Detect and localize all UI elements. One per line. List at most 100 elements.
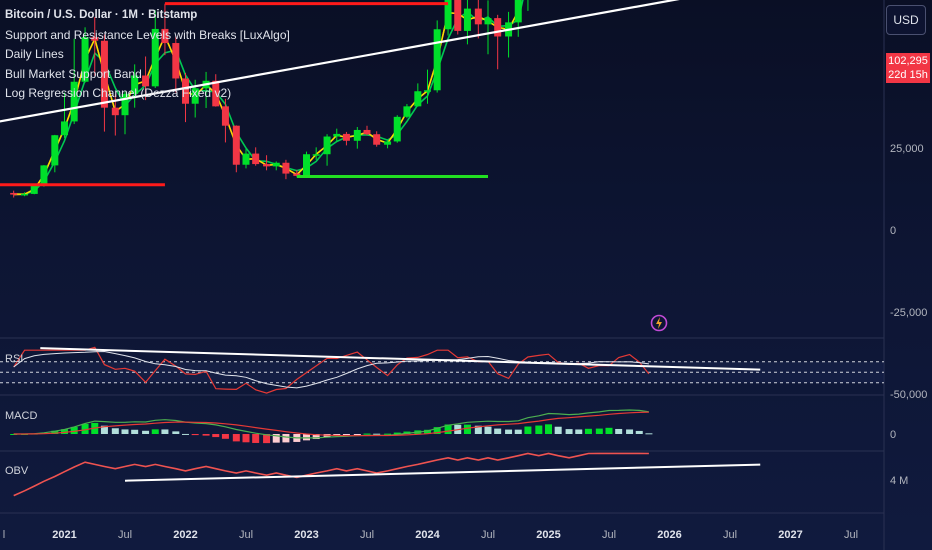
candle-body [10,192,18,195]
candle-body [363,129,371,135]
obv-label[interactable]: OBV [5,465,29,477]
obv-pane [13,452,761,497]
candle-body [393,116,401,142]
candle [393,115,401,143]
candle-body [272,162,280,167]
indicator-log-regression[interactable]: Log Regression Channel (Dezza Fixed v2) [5,86,232,100]
candle-body [40,165,48,185]
candle-body [191,88,199,104]
candle-body [333,133,341,137]
obv-axis-label: 4 M [890,475,908,487]
candle [232,125,240,173]
macd-histogram-bar [212,434,220,438]
candle [463,0,471,45]
macd-histogram-bar [191,434,199,436]
rsi-pane [0,346,884,394]
symbol-title[interactable]: Bitcoin / U.S. Dollar · 1M · Bitstamp [5,9,198,21]
price-tick-label: 25,000 [890,143,924,155]
candle [182,72,189,123]
macd-histogram-bar [221,434,229,439]
macd-histogram-bar [444,424,452,434]
macd-label[interactable]: MACD [5,410,38,422]
macd-histogram-bar [51,430,59,434]
candle [282,159,290,180]
time-tick-label: Jul [844,529,858,541]
macd-histogram-bar [535,425,543,434]
candle [252,147,260,166]
indicator-daily-lines[interactable]: Daily Lines [5,47,64,61]
candle-body [342,133,350,141]
macd-histogram-bar [161,429,169,434]
candle [424,69,431,104]
candle-body [282,162,290,174]
candle [221,98,229,143]
macd-histogram-bar [10,434,18,435]
candle-body [454,0,462,31]
candle [342,131,350,146]
macd-histogram-bar [384,433,392,435]
candle-body [242,153,250,165]
macd-histogram-bar [463,424,471,434]
macd-histogram-bar [373,433,381,435]
candle-body [161,28,169,44]
alert-bolt-icon[interactable] [650,314,668,332]
candle [505,11,513,58]
price-tick-label: -50,000 [890,389,927,401]
candle [91,17,99,76]
candle-body [70,81,78,122]
candle [514,0,522,37]
macd-histogram-bar [363,433,371,435]
candle-body [424,90,431,92]
ma-line-green [13,0,524,196]
indicator-bull-market-band[interactable]: Bull Market Support Band [5,66,142,81]
candle-body [303,154,310,176]
macd-histogram-bar [615,428,623,434]
candle [484,0,492,55]
macd-histogram-bar [202,434,210,436]
candle [21,192,29,197]
candle-body [131,75,139,94]
candle [263,155,271,171]
macd-histogram-bar [524,426,532,434]
time-tick-label: 2026 [657,529,681,541]
candle [100,34,108,132]
macd-histogram-bar [353,434,361,435]
candle [51,134,59,173]
macd-histogram-bar [545,424,552,434]
macd-histogram-bar [303,434,310,441]
macd-histogram-bar [393,432,401,434]
macd-histogram-bar [514,429,522,434]
candle [40,165,48,187]
currency-button[interactable]: USD [886,5,926,35]
macd-histogram-bar [151,429,159,434]
rsi-label[interactable]: RSI [5,353,24,365]
macd-histogram-bar [505,429,513,434]
macd-histogram-bar [554,426,562,434]
candle-body [30,184,38,194]
indicator-sr-levels[interactable]: Support and Resistance Levels with Break… [5,27,290,42]
macd-histogram-bar [575,429,583,434]
candle [454,0,462,35]
candle-body [212,80,220,107]
candle [151,10,159,88]
rsi-trendline [40,347,761,371]
current-price-badge: 102,295 22d 15h [886,53,930,83]
macd-histogram-bar [433,427,441,434]
candle-body [51,135,59,166]
candle [61,92,68,138]
time-tick-label: Jul [481,529,495,541]
macd-histogram-bar [272,434,280,443]
candle-body [323,136,331,155]
candle-body [263,164,271,167]
macd-histogram-bar [474,425,482,434]
candle [70,38,78,125]
candle [474,0,482,39]
candle [172,36,180,93]
macd-histogram-bar [100,425,108,434]
candle-body [111,107,119,116]
candle-body [353,129,361,141]
candle [312,147,320,160]
candle-body [221,106,229,126]
